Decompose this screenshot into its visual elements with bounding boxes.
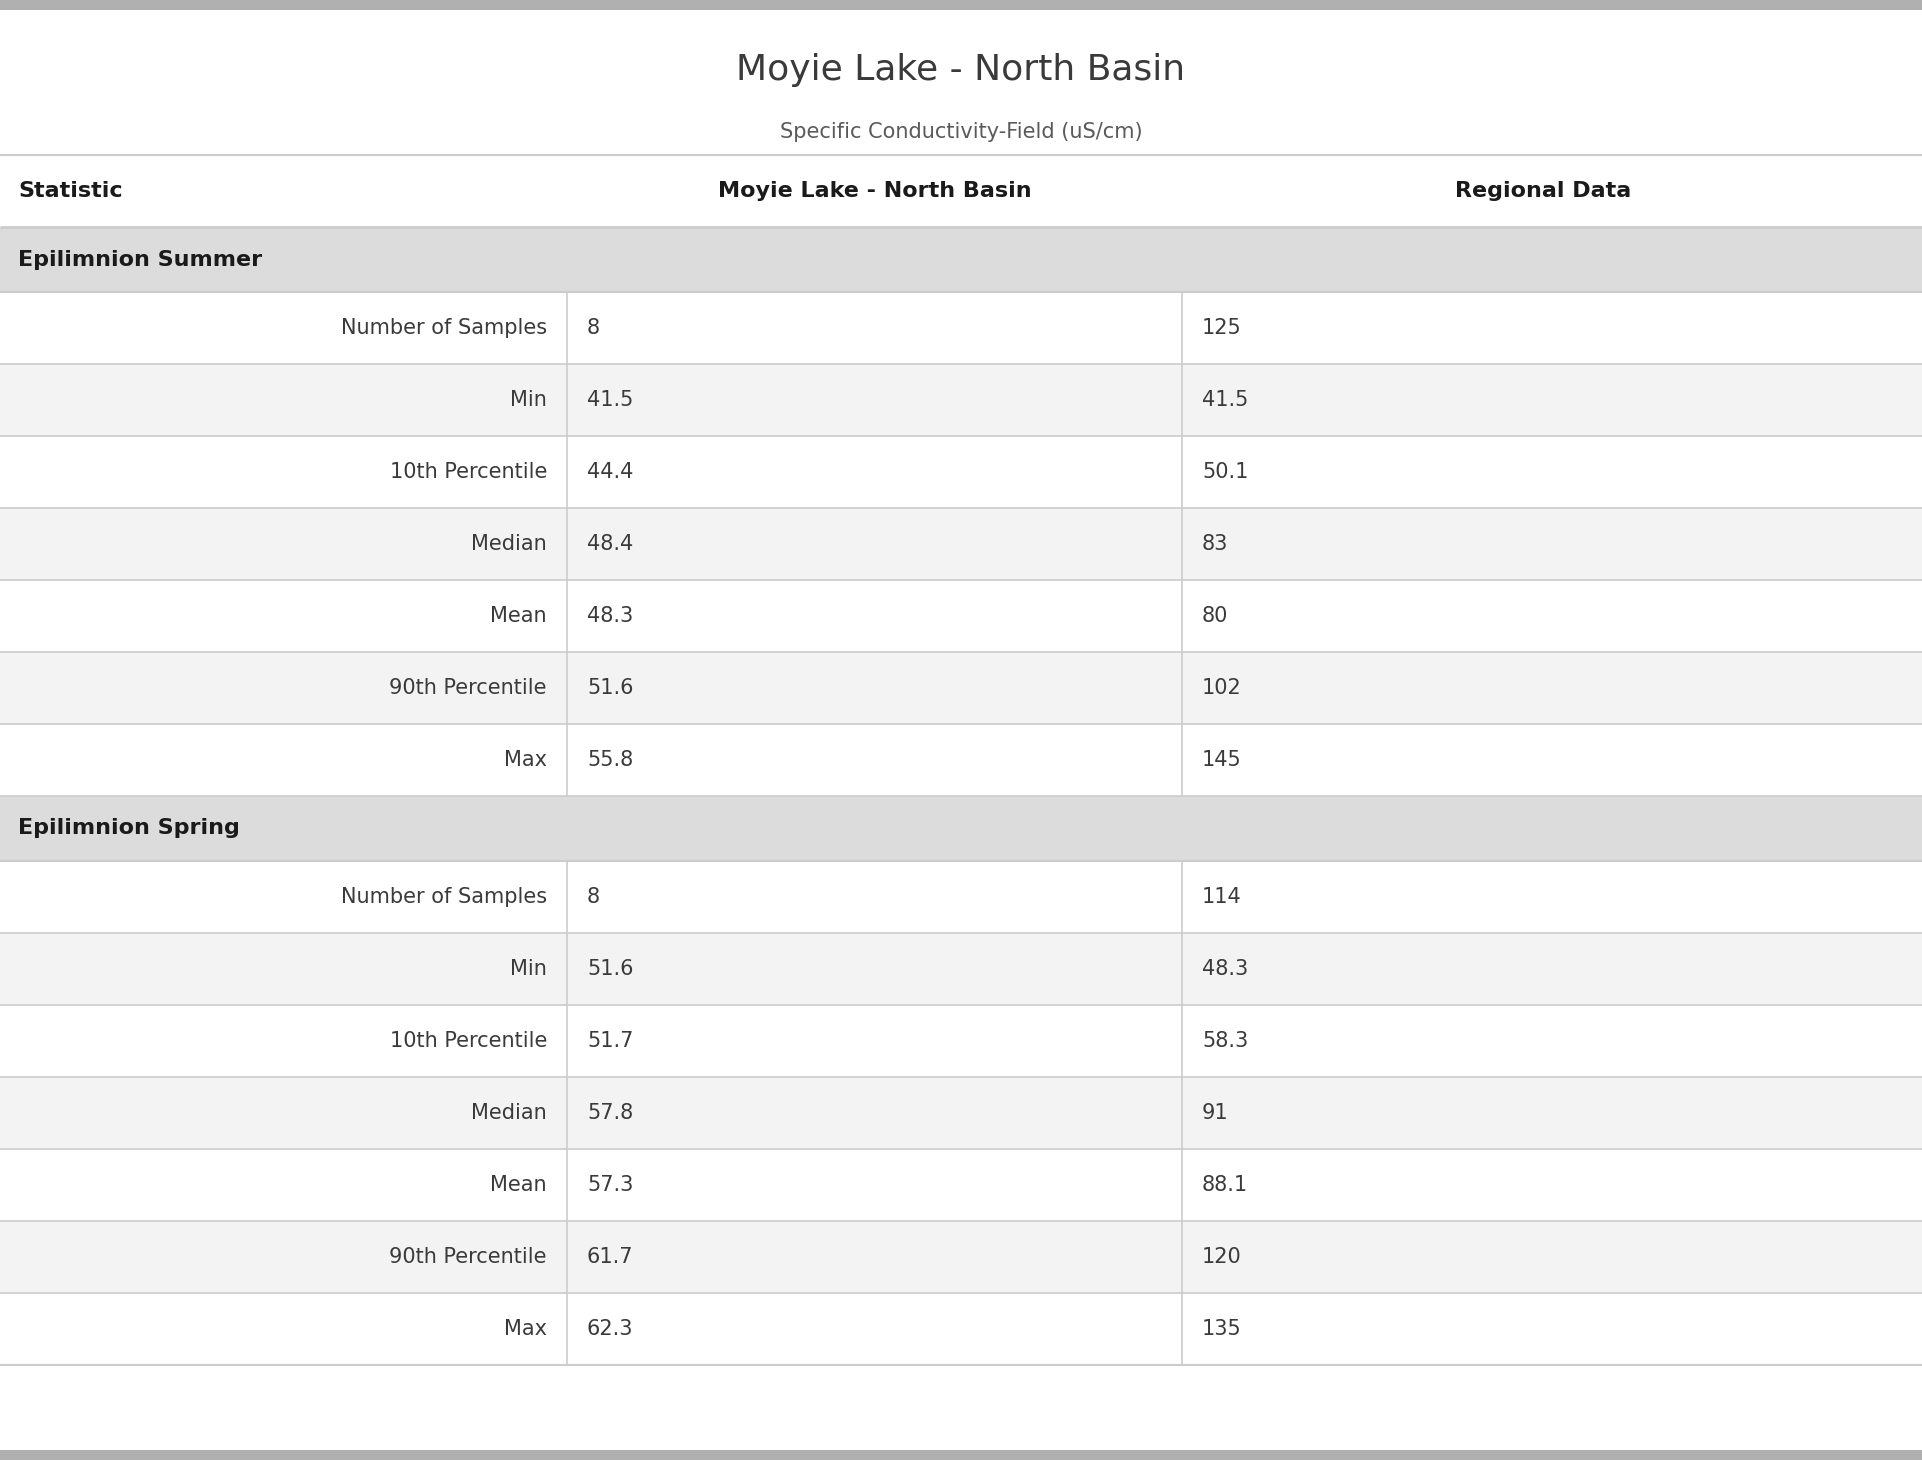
- Text: 61.7: 61.7: [586, 1247, 634, 1267]
- Text: 44.4: 44.4: [586, 461, 634, 482]
- Bar: [0, 508, 1922, 580]
- Bar: [0, 1294, 1922, 1365]
- Text: 114: 114: [1201, 888, 1242, 907]
- Text: Number of Samples: Number of Samples: [340, 888, 548, 907]
- Bar: [0, 0, 1922, 10]
- Bar: [0, 580, 1922, 653]
- Text: 88.1: 88.1: [1201, 1175, 1247, 1194]
- Text: Specific Conductivity-Field (uS/cm): Specific Conductivity-Field (uS/cm): [780, 123, 1142, 143]
- Text: Number of Samples: Number of Samples: [340, 318, 548, 339]
- Bar: [0, 1450, 1922, 1460]
- Text: 51.7: 51.7: [586, 1031, 634, 1051]
- Text: 50.1: 50.1: [1201, 461, 1249, 482]
- Bar: [0, 1004, 1922, 1077]
- Text: 90th Percentile: 90th Percentile: [390, 1247, 548, 1267]
- Bar: [0, 1077, 1922, 1149]
- Text: 80: 80: [1201, 606, 1228, 626]
- Text: 48.3: 48.3: [1201, 959, 1247, 980]
- Text: Min: Min: [509, 390, 548, 410]
- Text: Min: Min: [509, 959, 548, 980]
- Text: Median: Median: [471, 1102, 548, 1123]
- Text: 48.3: 48.3: [586, 606, 632, 626]
- Bar: [0, 724, 1922, 796]
- Text: Moyie Lake - North Basin: Moyie Lake - North Basin: [736, 53, 1186, 88]
- Text: Epilimnion Spring: Epilimnion Spring: [17, 819, 240, 838]
- Text: Max: Max: [504, 750, 548, 769]
- Bar: [0, 155, 1922, 226]
- Text: 91: 91: [1201, 1102, 1228, 1123]
- Text: 10th Percentile: 10th Percentile: [390, 461, 548, 482]
- Text: 62.3: 62.3: [586, 1318, 634, 1339]
- Text: Epilimnion Summer: Epilimnion Summer: [17, 250, 261, 270]
- Text: 83: 83: [1201, 534, 1228, 553]
- Bar: [0, 653, 1922, 724]
- Text: 102: 102: [1201, 677, 1242, 698]
- Bar: [0, 933, 1922, 1004]
- Bar: [0, 1149, 1922, 1221]
- Bar: [0, 796, 1922, 861]
- Text: 58.3: 58.3: [1201, 1031, 1247, 1051]
- Text: 8: 8: [586, 888, 600, 907]
- Text: Moyie Lake - North Basin: Moyie Lake - North Basin: [717, 181, 1032, 201]
- Text: 145: 145: [1201, 750, 1242, 769]
- Text: 125: 125: [1201, 318, 1242, 339]
- Text: Statistic: Statistic: [17, 181, 123, 201]
- Text: Mean: Mean: [490, 606, 548, 626]
- Text: Max: Max: [504, 1318, 548, 1339]
- Text: 41.5: 41.5: [1201, 390, 1249, 410]
- Bar: [0, 364, 1922, 437]
- Text: 120: 120: [1201, 1247, 1242, 1267]
- Bar: [0, 861, 1922, 933]
- Text: Mean: Mean: [490, 1175, 548, 1194]
- Text: 51.6: 51.6: [586, 677, 634, 698]
- Text: 90th Percentile: 90th Percentile: [390, 677, 548, 698]
- Text: 57.3: 57.3: [586, 1175, 634, 1194]
- Text: 8: 8: [586, 318, 600, 339]
- Text: Regional Data: Regional Data: [1455, 181, 1632, 201]
- Bar: [0, 437, 1922, 508]
- Bar: [0, 1221, 1922, 1294]
- Text: 10th Percentile: 10th Percentile: [390, 1031, 548, 1051]
- Text: Median: Median: [471, 534, 548, 553]
- Text: 57.8: 57.8: [586, 1102, 632, 1123]
- Text: 135: 135: [1201, 1318, 1242, 1339]
- Text: 55.8: 55.8: [586, 750, 632, 769]
- Text: 48.4: 48.4: [586, 534, 632, 553]
- Text: 41.5: 41.5: [586, 390, 634, 410]
- Text: 51.6: 51.6: [586, 959, 634, 980]
- Bar: [0, 226, 1922, 292]
- Bar: [0, 292, 1922, 364]
